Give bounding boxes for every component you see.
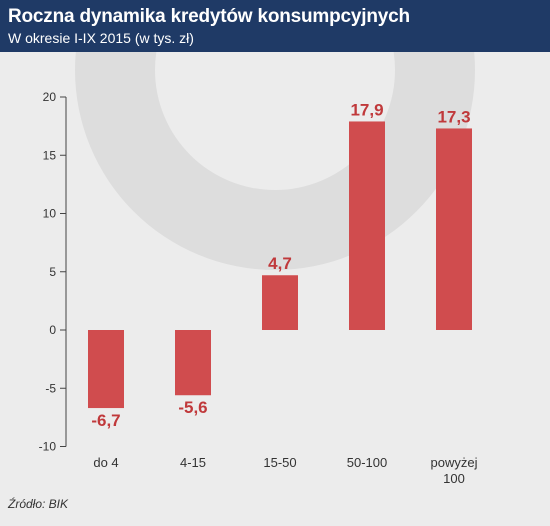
data-label: -6,7 (91, 411, 120, 430)
watermark-logo (75, 52, 475, 270)
y-tick-label: 10 (43, 207, 57, 221)
x-axis-labels: do 4 4-15 15-50 50-100 powyżej 100 (93, 455, 477, 486)
bar-chart: -10 -5 0 5 10 15 20 -6,7 -5,6 4,7 17,9 17,3 do 4 4-… (39, 52, 478, 486)
chart-header: Roczna dynamika kredytów konsumpcyjnych … (0, 0, 550, 52)
y-tick-label: 15 (43, 148, 57, 162)
category-label: 15-50 (263, 455, 296, 470)
source-note: Źródło: BIK (8, 497, 69, 511)
bar (436, 128, 472, 330)
category-label: 4-15 (180, 455, 206, 470)
bar (262, 275, 298, 330)
data-labels: -6,7 -5,6 4,7 17,9 17,3 (91, 100, 470, 430)
data-label: -5,6 (178, 398, 207, 417)
chart-title: Roczna dynamika kredytów konsumpcyjnych (8, 6, 410, 27)
y-tick-label: 0 (49, 323, 56, 337)
category-label: powyżej 100 (431, 455, 478, 486)
data-label: 17,9 (350, 100, 383, 119)
y-tick-label: 5 (49, 265, 56, 279)
data-label: 4,7 (268, 254, 292, 273)
y-tick-label: -10 (39, 440, 57, 454)
bar (88, 330, 124, 409)
category-label: do 4 (93, 455, 118, 470)
bar (175, 330, 211, 396)
category-label: 50-100 (347, 455, 387, 470)
y-tick-label: -5 (45, 381, 56, 395)
bar (349, 121, 385, 330)
y-axis: -10 -5 0 5 10 15 20 (39, 90, 67, 454)
data-label: 17,3 (437, 107, 470, 126)
bars (88, 121, 472, 409)
watermark-inner (155, 52, 395, 190)
y-tick-label: 20 (43, 90, 57, 104)
chart-subtitle: W okresie I-IX 2015 (w tys. zł) (8, 30, 194, 46)
